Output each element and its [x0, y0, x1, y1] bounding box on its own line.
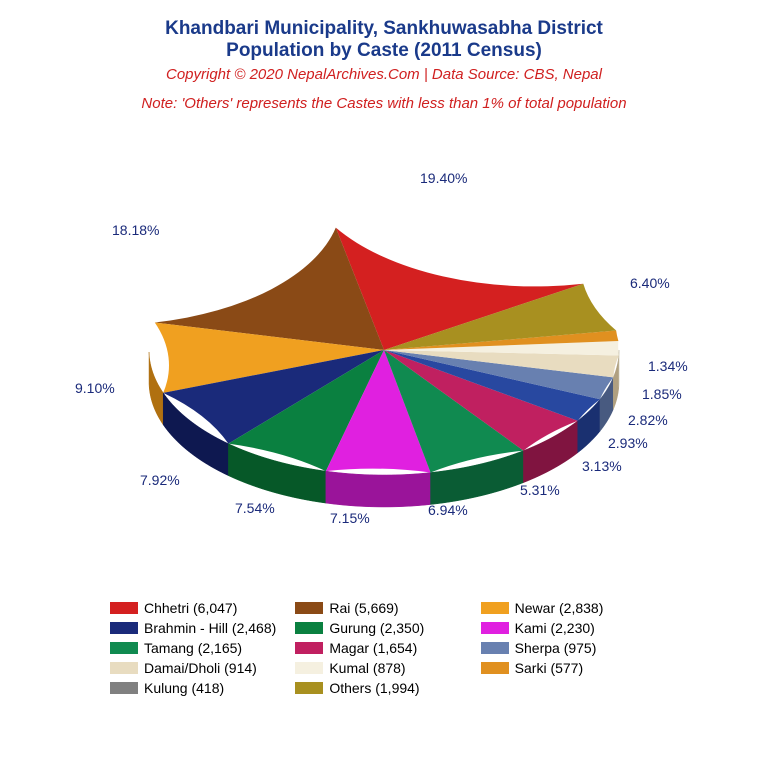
legend-swatch	[295, 622, 323, 634]
legend-swatch	[110, 602, 138, 614]
legend-label: Kumal (878)	[329, 660, 405, 676]
chart-title-line2: Population by Caste (2011 Census)	[0, 40, 768, 62]
legend-label: Chhetri (6,047)	[144, 600, 237, 616]
legend-label: Tamang (2,165)	[144, 640, 242, 656]
legend: Chhetri (6,047) Rai (5,669) Newar (2,838) B…	[110, 600, 658, 696]
slice-pct-label: 7.15%	[330, 510, 370, 526]
legend-swatch	[295, 682, 323, 694]
slice-pct-label: 6.94%	[428, 502, 468, 518]
title-block: Khandbari Municipality, Sankhuwasabha Di…	[0, 0, 768, 112]
slice-pct-label: 7.54%	[235, 500, 275, 516]
legend-swatch	[295, 602, 323, 614]
pie-chart: 19.40% 18.18% 9.10% 7.92% 7.54% 7.15% 6.94% 5.3…	[0, 160, 768, 540]
legend-label: Damai/Dholi (914)	[144, 660, 257, 676]
legend-label: Rai (5,669)	[329, 600, 398, 616]
legend-label: Sherpa (975)	[515, 640, 597, 656]
legend-item: Gurung (2,350)	[295, 620, 472, 636]
legend-label: Kulung (418)	[144, 680, 224, 696]
slice-pct-label: 1.85%	[642, 386, 682, 402]
slice-pct-label: 19.40%	[420, 170, 467, 186]
legend-item: Tamang (2,165)	[110, 640, 287, 656]
legend-label: Kami (2,230)	[515, 620, 595, 636]
legend-swatch	[481, 622, 509, 634]
legend-item: Magar (1,654)	[295, 640, 472, 656]
legend-swatch	[110, 682, 138, 694]
legend-item: Damai/Dholi (914)	[110, 660, 287, 676]
legend-label: Newar (2,838)	[515, 600, 604, 616]
legend-item: Sherpa (975)	[481, 640, 658, 656]
legend-label: Sarki (577)	[515, 660, 583, 676]
legend-item: Kumal (878)	[295, 660, 472, 676]
legend-swatch	[295, 642, 323, 654]
slice-pct-label: 3.13%	[582, 458, 622, 474]
legend-item: Brahmin - Hill (2,468)	[110, 620, 287, 636]
slice-pct-label: 2.82%	[628, 412, 668, 428]
legend-item: Kulung (418)	[110, 680, 287, 696]
legend-swatch	[295, 662, 323, 674]
legend-item: Chhetri (6,047)	[110, 600, 287, 616]
legend-swatch	[481, 642, 509, 654]
legend-item: Others (1,994)	[295, 680, 472, 696]
legend-swatch	[110, 622, 138, 634]
legend-label: Brahmin - Hill (2,468)	[144, 620, 276, 636]
legend-label: Gurung (2,350)	[329, 620, 424, 636]
chart-title-line1: Khandbari Municipality, Sankhuwasabha Di…	[0, 18, 768, 40]
slice-pct-label: 2.93%	[608, 435, 648, 451]
legend-swatch	[110, 662, 138, 674]
legend-item: Kami (2,230)	[481, 620, 658, 636]
slice-pct-label: 9.10%	[75, 380, 115, 396]
slice-pct-label: 18.18%	[112, 222, 159, 238]
legend-swatch	[481, 662, 509, 674]
slice-pct-label: 5.31%	[520, 482, 560, 498]
slice-pct-label: 1.34%	[648, 358, 688, 374]
legend-item: Newar (2,838)	[481, 600, 658, 616]
legend-label: Magar (1,654)	[329, 640, 417, 656]
slice-pct-label: 6.40%	[630, 275, 670, 291]
legend-swatch	[110, 642, 138, 654]
legend-item: Sarki (577)	[481, 660, 658, 676]
note-text: Note: 'Others' represents the Castes wit…	[0, 95, 768, 112]
pie-svg	[0, 160, 768, 540]
legend-label: Others (1,994)	[329, 680, 419, 696]
slice-pct-label: 7.92%	[140, 472, 180, 488]
legend-swatch	[481, 602, 509, 614]
legend-item: Rai (5,669)	[295, 600, 472, 616]
copyright-text: Copyright © 2020 NepalArchives.Com | Dat…	[0, 66, 768, 83]
